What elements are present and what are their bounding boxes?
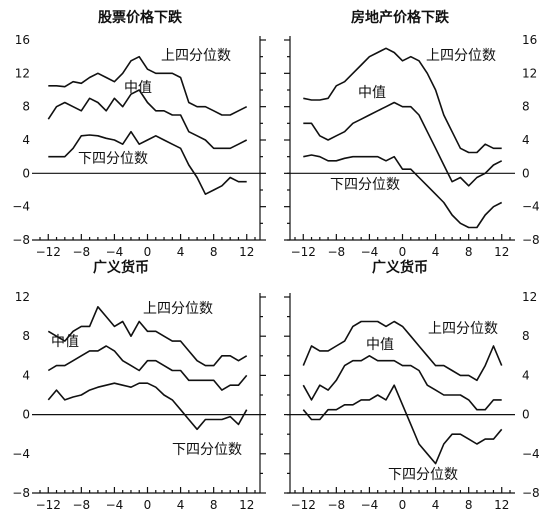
x-tick-label: 0 — [399, 498, 407, 512]
series-line-median — [302, 354, 502, 411]
annotation-upper-quartile: 上四分位数 — [428, 321, 498, 337]
y-tick-label: 4 — [22, 133, 30, 147]
x-tick-label: 12 — [494, 498, 509, 512]
annotation-median: 中值 — [366, 337, 394, 353]
annotation-median: 中值 — [51, 334, 79, 350]
panel-title: 广义货币 — [93, 259, 149, 276]
x-tick-label: −12 — [36, 498, 61, 512]
x-tick-label: 0 — [399, 245, 407, 259]
y-tick-label: 0 — [522, 408, 530, 422]
annotation-lower-quartile: 下四分位数 — [388, 467, 458, 483]
series-line-upper-quartile — [303, 47, 502, 154]
x-tick-label: 12 — [494, 245, 509, 259]
x-tick-label: −8 — [72, 498, 90, 512]
panel-real-estate-price-decline: 房地产价格下跌 上四分位数 中值 下四分位数 −12 −8 −4 0 4 8 12 −8 −4 0… — [284, 9, 540, 259]
annotation-lower-quartile: 下四分位数 — [330, 177, 400, 193]
panel-broad-money-right: 广义货币 上四分位数 中值 下四分位数 −12 −8 −4 0 4 8 12 −8 −4 0 4 8 1… — [284, 259, 540, 512]
series-line-upper-quartile — [48, 55, 248, 116]
x-tick-label: −12 — [291, 498, 316, 512]
y-tick-label: 4 — [522, 133, 530, 147]
x-tick-label: 8 — [210, 245, 218, 259]
series-line-upper-quartile — [302, 320, 503, 382]
annotation-upper-quartile: 上四分位数 — [161, 48, 231, 64]
y-tick-label: 16 — [15, 33, 30, 47]
series-line-lower-quartile — [47, 382, 248, 431]
y-tick-label: 0 — [22, 166, 30, 180]
x-tick-label: 4 — [432, 498, 440, 512]
x-tick-label: −8 — [327, 245, 345, 259]
x-tick-label: −8 — [327, 498, 345, 512]
annotation-median: 中值 — [358, 85, 386, 101]
panel-title: 广义货币 — [372, 259, 428, 276]
x-tick-label: −4 — [361, 245, 379, 259]
series-line-lower-quartile — [302, 384, 503, 465]
y-tick-label: −4 — [12, 200, 30, 214]
y-tick-label: 0 — [522, 166, 530, 180]
y-tick-label: −4 — [12, 447, 30, 461]
y-tick-label: 12 — [522, 66, 537, 80]
y-tick-label: −4 — [522, 200, 540, 214]
y-tick-label: 12 — [522, 290, 537, 304]
y-tick-label: 16 — [522, 33, 537, 47]
y-tick-label: 8 — [22, 329, 30, 343]
y-tick-label: −8 — [522, 233, 540, 247]
panel-broad-money-left: 广义货币 上四分位数 中值 下四分位数 −12 −8 −4 0 4 8 12 −8 −4 0 4 8 1… — [12, 259, 266, 512]
annotation-upper-quartile: 上四分位数 — [426, 48, 496, 64]
series-line-upper-quartile — [47, 305, 248, 367]
x-tick-label: −4 — [106, 245, 124, 259]
panel-stock-price-decline: 股票价格下跌 上四分位数 中值 下四分位数 −12 −8 −4 0 4 8 12 −8 −4 0 4… — [12, 9, 266, 259]
y-tick-label: −4 — [522, 447, 540, 461]
x-tick-label: 4 — [432, 245, 440, 259]
y-tick-label: −8 — [12, 486, 30, 500]
series-line-lower-quartile — [303, 154, 503, 229]
annotation-lower-quartile: 下四分位数 — [78, 151, 148, 167]
y-tick-label: 4 — [22, 368, 30, 382]
series-line-median — [47, 345, 248, 391]
annotation-upper-quartile: 上四分位数 — [143, 301, 213, 317]
x-tick-label: −4 — [361, 498, 379, 512]
series-line-lower-quartile — [48, 130, 247, 195]
x-tick-label: 8 — [210, 498, 218, 512]
y-tick-label: 8 — [522, 329, 530, 343]
series-line-median — [47, 89, 248, 150]
y-tick-label: 12 — [15, 290, 30, 304]
x-tick-label: 8 — [465, 498, 473, 512]
panel-title: 房地产价格下跌 — [351, 9, 450, 26]
annotation-median: 中值 — [124, 80, 152, 96]
x-tick-label: 0 — [144, 245, 152, 259]
x-tick-label: 12 — [239, 498, 254, 512]
x-tick-label: −12 — [36, 245, 61, 259]
y-tick-label: −8 — [12, 233, 30, 247]
series-line-median — [303, 101, 503, 187]
y-tick-label: 12 — [15, 66, 30, 80]
x-tick-label: −8 — [72, 245, 90, 259]
y-tick-label: 8 — [22, 100, 30, 114]
x-tick-label: −12 — [291, 245, 316, 259]
x-tick-label: 4 — [177, 245, 185, 259]
x-tick-label: 8 — [465, 245, 473, 259]
y-tick-label: −8 — [522, 486, 540, 500]
x-tick-label: −4 — [106, 498, 124, 512]
y-tick-label: 4 — [522, 368, 530, 382]
y-tick-label: 8 — [522, 100, 530, 114]
x-tick-label: 0 — [144, 498, 152, 512]
panel-title: 股票价格下跌 — [98, 9, 183, 26]
x-tick-label: 12 — [239, 245, 254, 259]
x-tick-label: 4 — [177, 498, 185, 512]
y-tick-label: 0 — [22, 408, 30, 422]
annotation-lower-quartile: 下四分位数 — [172, 442, 242, 458]
